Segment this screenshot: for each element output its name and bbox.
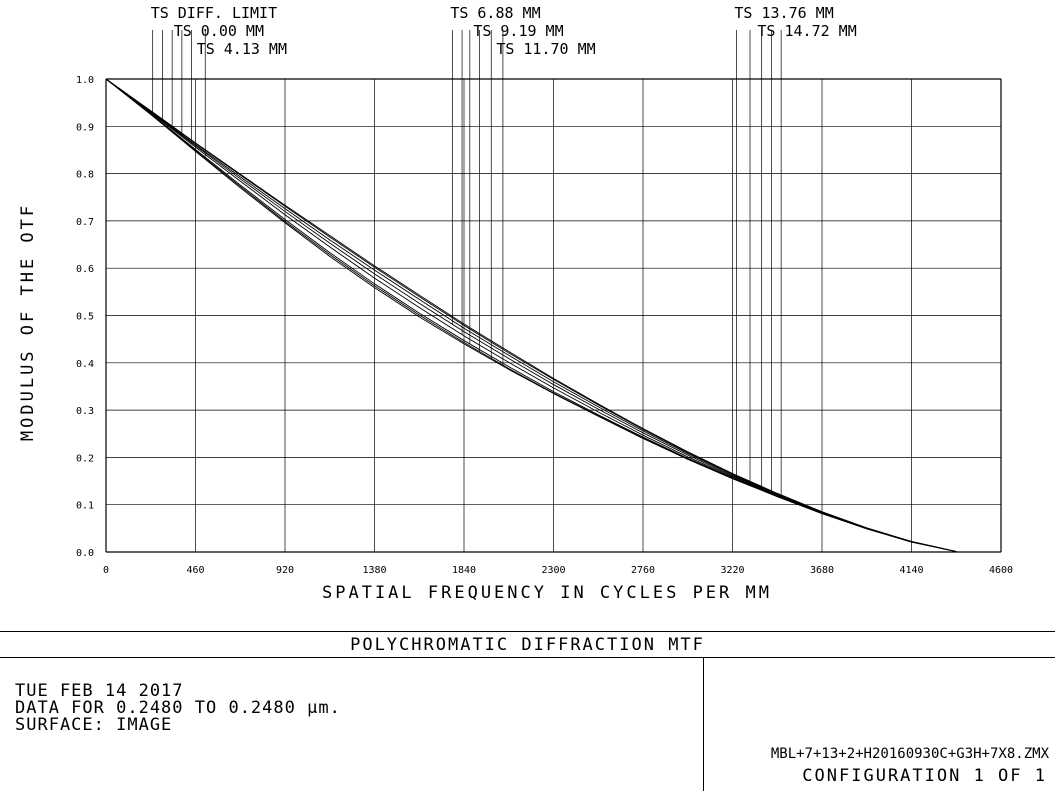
x-tick-label: 1380 bbox=[362, 565, 386, 576]
y-tick-label: 0.8 bbox=[76, 170, 94, 181]
x-tick-label: 3680 bbox=[810, 565, 834, 576]
legend-label: TS 6.88 MM bbox=[450, 4, 540, 22]
chart-title-box: POLYCHROMATIC DIFFRACTION MTF bbox=[0, 631, 1055, 658]
info-panel: TUE FEB 14 2017 DATA FOR 0.2480 TO 0.248… bbox=[0, 657, 704, 791]
x-tick-label: 1840 bbox=[452, 565, 476, 576]
x-tick-label: 920 bbox=[276, 565, 294, 576]
y-tick-label: 0.9 bbox=[76, 122, 94, 133]
legend-label: TS 4.13 MM bbox=[197, 40, 287, 58]
configuration-text: CONFIGURATION 1 OF 1 bbox=[802, 766, 1047, 786]
y-axis-title: MODULUS OF THE OTF bbox=[18, 203, 38, 441]
x-axis-title: SPATIAL FREQUENCY IN CYCLES PER MM bbox=[322, 583, 772, 603]
x-tick-label: 460 bbox=[186, 565, 204, 576]
mtf-chart: 0 460 920 1380 1840 2300 2760 3220 3680 4140 4600 0… bbox=[18, 4, 1013, 603]
chart-grid bbox=[105, 78, 1002, 553]
surface-text: SURFACE: IMAGE bbox=[15, 715, 173, 735]
chart-title: POLYCHROMATIC DIFFRACTION MTF bbox=[350, 635, 705, 655]
y-tick-label: 0.3 bbox=[76, 406, 94, 417]
y-tick-label: 0.4 bbox=[76, 359, 94, 370]
legend-label: TS 11.70 MM bbox=[496, 40, 595, 58]
file-panel: MBL+7+13+2+H20160930C+G3H+7X8.ZMX CONFIG… bbox=[703, 657, 1055, 791]
x-tick-label: 3220 bbox=[720, 565, 744, 576]
x-tick-label: 2760 bbox=[631, 565, 655, 576]
mtf-curves bbox=[105, 78, 957, 552]
x-tick-label: 2300 bbox=[541, 565, 565, 576]
legend-leader-lines bbox=[152, 30, 782, 499]
axis-tick-labels: 0 460 920 1380 1840 2300 2760 3220 3680 4140 4600 0… bbox=[76, 75, 1013, 576]
legend-label: TS 13.76 MM bbox=[734, 4, 833, 22]
date-text: TUE FEB 14 2017 bbox=[15, 681, 184, 701]
y-tick-label: 0.2 bbox=[76, 453, 94, 464]
legend-label: TS 0.00 MM bbox=[174, 22, 264, 40]
lens-file-name: MBL+7+13+2+H20160930C+G3H+7X8.ZMX bbox=[770, 746, 1049, 762]
mtf-series-line bbox=[105, 78, 957, 552]
x-tick-label: 0 bbox=[103, 565, 109, 576]
legend-label: TS 9.19 MM bbox=[473, 22, 563, 40]
legend-label: TS DIFF. LIMIT bbox=[151, 4, 277, 22]
y-tick-label: 0.5 bbox=[76, 312, 94, 323]
y-tick-label: 0.6 bbox=[76, 264, 94, 275]
y-tick-label: 0.7 bbox=[76, 217, 94, 228]
x-tick-label: 4600 bbox=[989, 565, 1013, 576]
y-tick-label: 1.0 bbox=[76, 75, 94, 86]
y-tick-label: 0.1 bbox=[76, 501, 94, 512]
wavelength-range-text: DATA FOR 0.2480 TO 0.2480 µm. bbox=[15, 698, 341, 718]
x-tick-label: 4140 bbox=[899, 565, 923, 576]
legend-label: TS 14.72 MM bbox=[757, 22, 856, 40]
y-tick-label: 0.0 bbox=[76, 548, 94, 559]
